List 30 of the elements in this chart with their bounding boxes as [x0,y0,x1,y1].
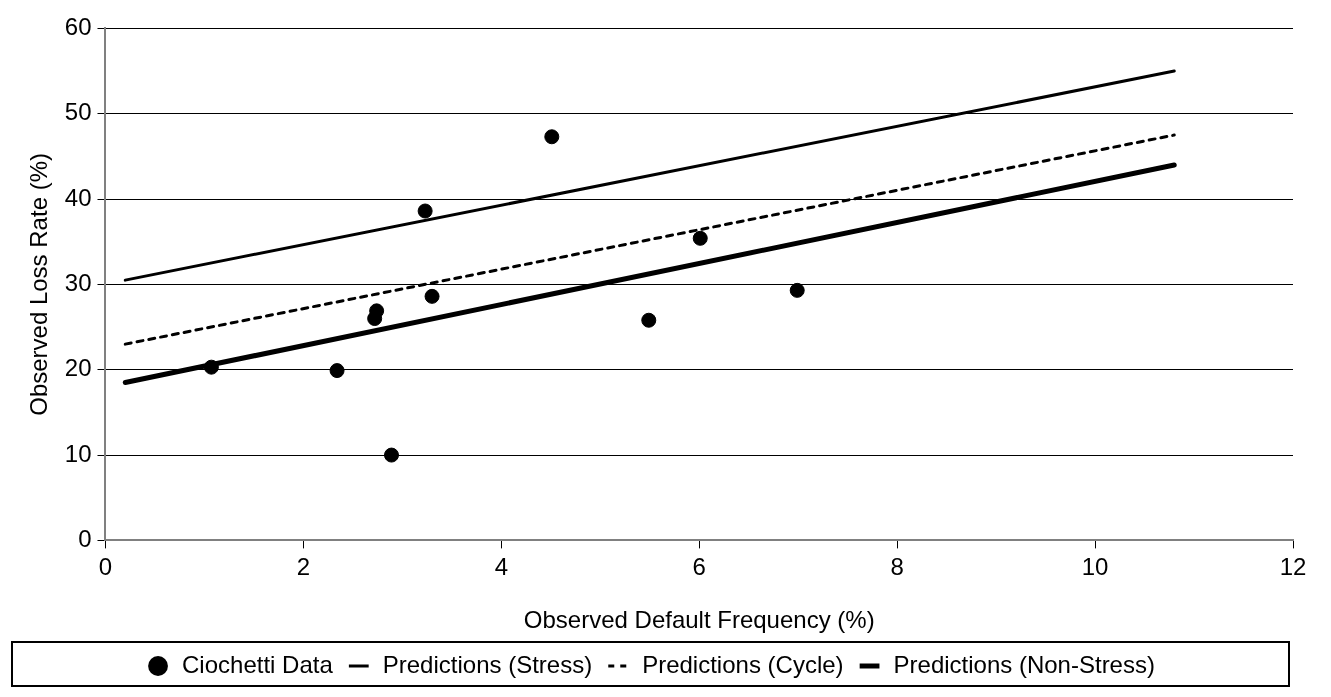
point [424,288,440,304]
legend-label: Predictions (Cycle) [642,650,844,678]
point [692,230,708,246]
x-tick-label: 8 [890,553,904,581]
x-tick-label: 2 [296,553,311,581]
point [203,359,219,375]
y-tick-label: 10 [64,439,92,467]
y-tick-label: 0 [78,525,92,553]
point [417,203,433,219]
point [544,129,560,145]
y-tick-label: 30 [64,269,92,297]
point [329,363,345,379]
point [789,282,805,298]
legend-label: Predictions (Non-Stress) [893,650,1155,678]
y-tick-label: 50 [64,98,92,126]
legend-label: Ciochetti Data [182,650,334,678]
x-tick-label: 0 [98,553,113,581]
x-tick-label: 10 [1081,553,1109,581]
x-tick-label: 4 [494,553,509,581]
point [369,303,385,319]
y-tick-label: 60 [64,13,92,41]
x-axis-title: Observed Default Frequency (%) [523,606,875,634]
y-tick-label: 40 [64,183,92,211]
point [641,312,657,328]
y-tick-label: 20 [64,354,92,382]
x-tick-label: 6 [692,553,706,581]
x-tick-label: 12 [1279,553,1307,581]
y-axis-title: Observed Loss Rate (%) [25,153,53,416]
legend-label: Predictions (Stress) [382,650,593,678]
point [383,447,399,463]
